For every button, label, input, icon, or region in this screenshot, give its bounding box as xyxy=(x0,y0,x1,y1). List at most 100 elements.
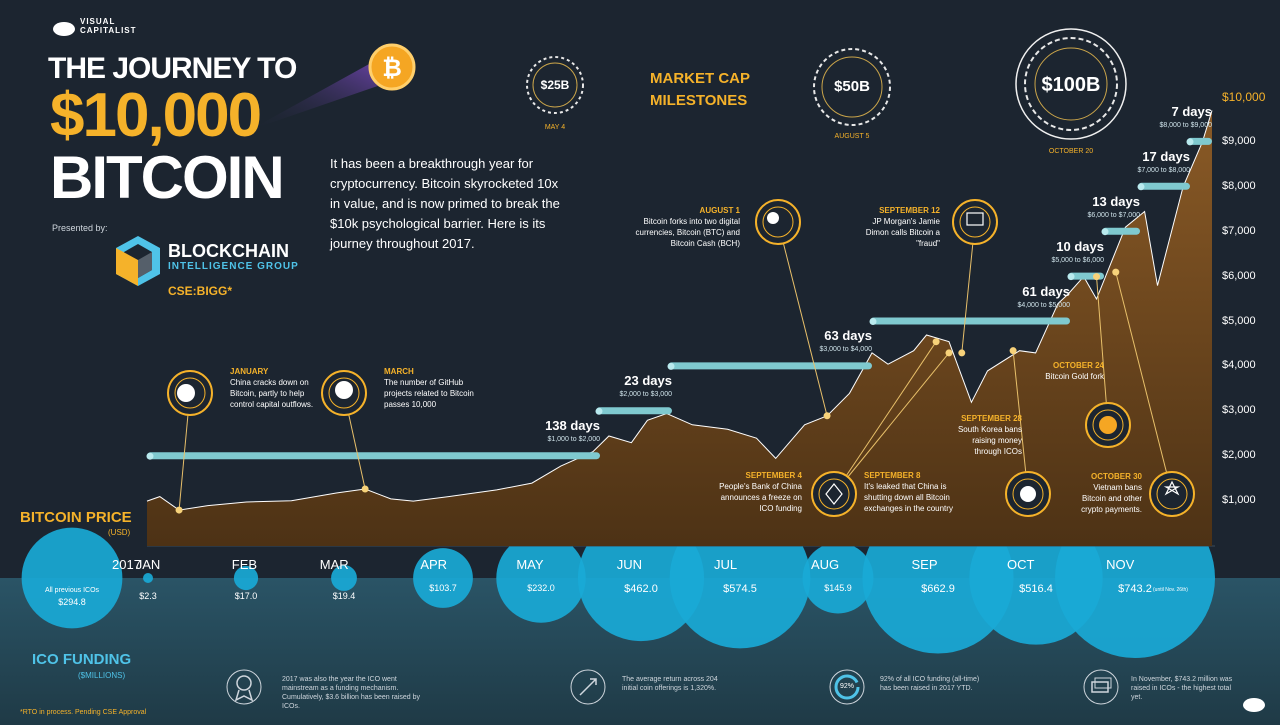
badge-92-label: 92% xyxy=(839,683,854,690)
ico-ylabel: ($MILLIONS) xyxy=(78,671,126,680)
bitcoin-coin-icon xyxy=(368,43,416,91)
month-label: MAY xyxy=(516,557,544,572)
annotation-text: Vietnam bans Bitcoin and other crypto pa… xyxy=(1081,483,1142,514)
ico-value-label: $743.2 xyxy=(1118,583,1152,595)
milestone-bar xyxy=(596,407,672,415)
milestone-days: 23 days xyxy=(624,373,672,389)
annotation-title: OCTOBER 24 xyxy=(1053,361,1104,370)
ico-value-label: $294.8 xyxy=(58,597,86,607)
ico-value-label: $462.0 xyxy=(624,583,658,595)
ico-value-label: $17.0 xyxy=(234,591,258,601)
milestone-bar-cap xyxy=(1186,138,1194,146)
laurel-25b xyxy=(526,56,584,114)
medal-icon xyxy=(226,669,262,705)
month-label: FEB xyxy=(231,557,258,572)
annotation-leader xyxy=(1096,276,1109,426)
milestone-50b-label: $50B xyxy=(834,78,870,95)
comet-trail xyxy=(250,58,395,130)
ico-bubble xyxy=(233,565,259,591)
annotation-icon-inner xyxy=(818,478,850,510)
milestone-days: 63 days xyxy=(824,328,872,344)
ico-value-label: $662.9 xyxy=(921,583,955,595)
annotation-dot xyxy=(958,349,966,357)
annotation-dot xyxy=(1093,273,1101,281)
vietnam-star-icon xyxy=(1163,480,1181,496)
milestone-range: $8,000 to $9,000 xyxy=(1159,121,1212,129)
milestone-range: $5,000 to $6,000 xyxy=(1051,256,1104,264)
percent-badge-icon xyxy=(829,669,865,705)
milestone-days: 13 days xyxy=(1092,193,1140,209)
sponsor-ticker: CSE:BIGG* xyxy=(168,284,233,298)
annotation-text: Bitcoin Gold fork xyxy=(1045,372,1104,381)
market-cap-heading-2: MILESTONES xyxy=(650,92,748,109)
month-label: NOV xyxy=(1106,557,1135,572)
annotation-title: SEPTEMBER 8 xyxy=(864,471,921,480)
annotation-title: SEPTEMBER 12 xyxy=(879,206,940,215)
market-cap-heading: MARKET CAP MILESTONES xyxy=(650,68,750,112)
annotation-title: SEPTEMBER 4 xyxy=(745,471,802,480)
milestone-bars xyxy=(146,137,1212,460)
fraud-icon xyxy=(966,212,984,226)
laurel-100b xyxy=(1015,28,1127,140)
chart-ylabel: (USD) xyxy=(108,528,131,537)
annotation-dot xyxy=(823,412,831,420)
disclaimer: *RTO in process. Pending CSE Approval xyxy=(20,709,147,716)
milestone-25b-label: $25B xyxy=(540,78,570,92)
y-tick-label: $5,000 xyxy=(1222,314,1256,327)
y-tick-label: $1,000 xyxy=(1222,494,1256,507)
annotation-dot xyxy=(945,349,953,357)
y-tick-label: $10,000 xyxy=(1222,90,1266,104)
sponsor-name: BLOCKCHAIN xyxy=(168,241,289,261)
annotation-text: JP Morgan's Jamie Dimon calls Bitcoin a … xyxy=(865,217,940,248)
y-tick-label: $8,000 xyxy=(1222,179,1256,192)
annotation-title: AUGUST 1 xyxy=(699,206,740,215)
annotation-leader xyxy=(1012,350,1029,495)
milestone-range: $1,000 to $2,000 xyxy=(547,436,600,444)
milestone-bar xyxy=(870,317,1070,325)
annotation-icon-inner xyxy=(1092,409,1124,441)
annotation-september-4: SEPTEMBER 4 People's Bank of China annou… xyxy=(708,470,802,514)
milestone-bar-cap xyxy=(146,452,154,460)
footer-note-2: The average return across 204 initial co… xyxy=(622,676,718,692)
milestone-25b-date: MAY 4 xyxy=(544,124,566,131)
annotation-icon-inner xyxy=(328,377,360,409)
annotation-title: MARCH xyxy=(384,367,414,376)
annotation-september-12: SEPTEMBER 12 JP Morgan's Jamie Dimon cal… xyxy=(860,205,940,249)
annotation-text: It's leaked that China is shutting down … xyxy=(864,482,953,513)
annotation-icon-inner xyxy=(959,206,991,238)
milestone-range: $4,000 to $5,000 xyxy=(1017,301,1070,309)
milestone-range: $2,000 to $3,000 xyxy=(619,391,672,399)
month-label: JUN xyxy=(616,557,643,572)
footer-note-4: In November, $743.2 million was raised i… xyxy=(1131,676,1233,701)
milestone-50b-date: AUGUST 5 xyxy=(834,133,870,140)
intro-text: It has been a breakthrough year for cryp… xyxy=(330,156,560,251)
milestone-days: 138 days xyxy=(545,418,600,434)
china-star-icon xyxy=(825,483,843,505)
annotation-icon-inner xyxy=(1012,478,1044,510)
annotation-text: People's Bank of China announces a freez… xyxy=(719,482,802,513)
title-line-1: THE JOURNEY TO xyxy=(48,52,297,85)
annotation-dot xyxy=(1112,268,1120,276)
price-area xyxy=(147,110,1212,546)
fork-icon xyxy=(767,212,779,224)
milestone-bar-cap xyxy=(595,407,603,415)
ico-value-label: $574.5 xyxy=(723,583,757,595)
annotation-icons xyxy=(167,199,1195,517)
milestone-100b-label: $100B xyxy=(1041,74,1101,96)
gavel-icon xyxy=(177,384,195,402)
milestone-bar-cap xyxy=(1137,183,1145,191)
korea-flag-icon xyxy=(1020,486,1036,502)
annotation-dot xyxy=(1009,347,1017,355)
month-label: OCT xyxy=(1007,557,1035,572)
ico-prev-label: All previous ICOs xyxy=(44,587,100,594)
month-label: APR xyxy=(420,557,448,572)
laurel-50b xyxy=(813,48,891,126)
ico-bubble xyxy=(802,542,874,614)
ico-value-label: $232.0 xyxy=(527,583,555,593)
market-cap-heading-1: MARKET CAP xyxy=(650,70,750,87)
annotation-text: South Korea bans raising money through I… xyxy=(957,425,1022,456)
ico-bubble xyxy=(143,573,153,583)
sponsor-subtitle: INTELLIGENCE GROUP xyxy=(168,261,299,272)
